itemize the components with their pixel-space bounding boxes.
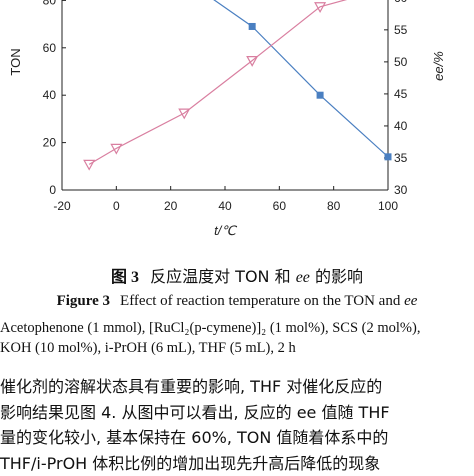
series-line-1 (184, 0, 388, 157)
figure-caption-chinese: 图 3 反应温度对 TON 和 ee 的影响 (0, 263, 474, 287)
x-tick-label: 80 (327, 199, 341, 213)
caption-cn-tail: 的影响 (310, 267, 363, 286)
reaction-conditions: Acetophenone (1 mmol), [RuCl₂(p-cymene)]… (0, 318, 474, 358)
right-y-tick-label: 50 (394, 55, 408, 69)
left-y-tick-label: 40 (43, 88, 57, 102)
figure-number-cn: 图 3 (111, 269, 139, 286)
data-point-square (385, 153, 392, 160)
right-y-tick-label: 45 (394, 87, 408, 101)
left-y-tick-label: 0 (49, 183, 56, 197)
body-line-2: 影响结果见图 4. 从图中可以看出, 反应的 ee 值随 THF (0, 400, 474, 426)
data-point-square (249, 23, 256, 30)
series-line-2 (89, 0, 388, 164)
x-tick-label: 100 (378, 199, 398, 213)
x-tick-label: 60 (273, 199, 287, 213)
right-y-tick-label: 40 (394, 119, 408, 133)
data-point-square (317, 92, 324, 99)
body-line-1: 催化剂的溶解状态具有重要的影响, THF 对催化反应的 (0, 374, 474, 400)
left-y-tick-label: 60 (43, 41, 57, 55)
body-line-4: THF/i-PrOH 体积比例的增加出现先升高后降低的现象 (0, 451, 474, 476)
body-paragraph: 催化剂的溶解状态具有重要的影响, THF 对催化反应的 影响结果见图 4. 从图… (0, 374, 474, 476)
x-tick-label: 20 (164, 199, 178, 213)
x-tick-label: 0 (113, 199, 120, 213)
figure-caption-english: Figure 3 Effect of reaction temperature o… (0, 293, 474, 310)
right-y-tick-label: 55 (394, 23, 408, 37)
left-y-tick-label: 80 (43, 0, 57, 7)
caption-cn-text: 反应温度对 TON 和 (150, 267, 296, 286)
caption-en-text: Effect of reaction temperature on the TO… (120, 293, 404, 309)
x-axis-label: t/℃ (214, 223, 237, 238)
right-y-tick-label: 35 (394, 151, 408, 165)
x-tick-label: 40 (218, 199, 232, 213)
right-y-axis-label: ee/% (431, 51, 446, 81)
conditions-line-2: KOH (10 mol%), i-PrOH (6 mL), THF (5 mL)… (0, 338, 474, 358)
x-tick-label: -20 (53, 199, 71, 213)
figure-number-en: Figure 3 (57, 293, 110, 309)
conditions-line-1: Acetophenone (1 mmol), [RuCl₂(p-cymene)]… (0, 318, 474, 338)
chart-labels: -20 0 20 40 60 80 100 0 20 40 60 80 30 35 40 45 50 55 60 t/… (8, 0, 446, 238)
chart-series (84, 0, 393, 169)
chart-axes (62, 0, 388, 190)
body-line-3: 量的变化较小, 基本保持在 60%, TON 值随着体系中的 (0, 425, 474, 451)
left-y-tick-label: 20 (43, 136, 57, 150)
right-y-tick-label: 30 (394, 183, 408, 197)
caption-cn-ee: ee (296, 269, 310, 286)
caption-en-ee: ee (404, 293, 417, 309)
temperature-chart: -20 0 20 40 60 80 100 0 20 40 60 80 30 35 40 45 50 55 60 t/… (0, 0, 474, 250)
left-y-axis-label: TON (8, 48, 23, 75)
right-y-tick-label: 60 (394, 0, 408, 5)
